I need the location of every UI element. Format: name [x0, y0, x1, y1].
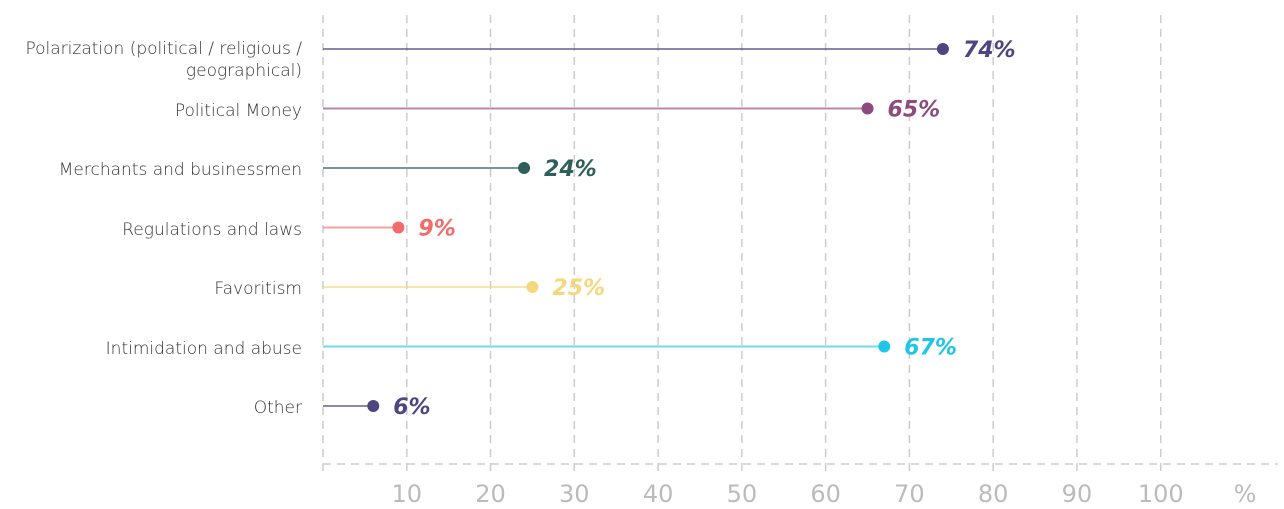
value-label: 25% [552, 276, 605, 301]
category-label: Regulations and laws [122, 219, 302, 240]
x-tick-label: 60 [810, 480, 841, 508]
x-tick-label: 30 [559, 480, 590, 508]
value-label: 67% [904, 336, 957, 361]
x-tick-label: 100 [1138, 480, 1184, 508]
category-label: Intimidation and abuse [105, 338, 302, 359]
x-tick-label: 20 [475, 480, 506, 508]
x-tick-label: 90 [1062, 480, 1093, 508]
dot [936, 43, 949, 55]
value-label: 65% [888, 98, 941, 123]
value-label: 74% [963, 38, 1016, 63]
x-tick-label: 50 [727, 480, 758, 508]
value-label: 9% [418, 217, 455, 242]
dot [526, 281, 539, 293]
dot [518, 162, 531, 174]
value-label: 6% [393, 395, 430, 420]
dot [861, 102, 874, 115]
x-tick-label: 80 [978, 480, 1009, 508]
dot [392, 221, 405, 234]
dot [878, 340, 891, 353]
category-label: Polarization (political / religious / ge… [25, 39, 303, 81]
x-axis-label: % [1234, 480, 1257, 508]
category-label: Merchants and businessmen [58, 160, 302, 180]
x-tick-label: 10 [391, 480, 422, 508]
x-tick-label: 70 [894, 480, 925, 508]
value-label: 24% [544, 157, 597, 182]
category-label: Favoritism [214, 279, 302, 299]
category-label: Other [253, 398, 302, 418]
category-label: Political Money [174, 100, 302, 121]
x-tick-label: 40 [643, 480, 674, 508]
dot [367, 400, 380, 412]
